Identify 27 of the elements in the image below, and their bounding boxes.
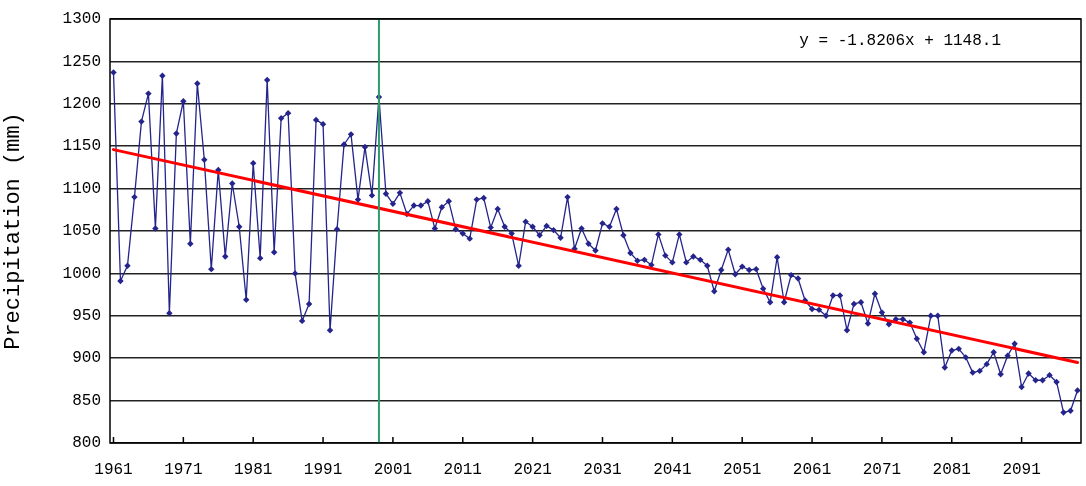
annotation: y = -1.8206x + 1148.1 xyxy=(799,32,1001,51)
x-tick-label: 2081 xyxy=(932,460,971,479)
x-tick-label: 2071 xyxy=(862,460,902,479)
y-tick-label: 900 xyxy=(72,349,101,368)
y-tick-label: 1100 xyxy=(62,179,101,198)
x-tick-label: 2031 xyxy=(583,460,622,479)
x-tick-label: 2021 xyxy=(513,460,552,479)
y-tick-label: 950 xyxy=(72,307,101,326)
y-tick-label: 1250 xyxy=(62,52,101,71)
x-tick-label: 1981 xyxy=(234,460,273,479)
x-tick-label: 1961 xyxy=(94,460,133,479)
x-tick-label: 2001 xyxy=(373,460,413,479)
y-tick-label: 800 xyxy=(72,434,101,453)
y-axis-title: Precipitation (mm) xyxy=(1,112,27,350)
x-tick-label: 1971 xyxy=(164,460,203,479)
y-tick-label: 1050 xyxy=(62,222,101,241)
x-tick-label: 1991 xyxy=(303,460,343,479)
y-tick-label: 1200 xyxy=(62,95,101,114)
y-tick-label: 1300 xyxy=(62,10,101,29)
x-tick-label: 2041 xyxy=(653,460,692,479)
y-tick-label: 850 xyxy=(72,391,101,410)
x-tick-label: 2091 xyxy=(1002,460,1041,479)
y-tick-label: 1000 xyxy=(62,264,101,283)
x-tick-label: 2011 xyxy=(443,460,482,479)
x-tick-label: 2061 xyxy=(792,460,832,479)
x-tick-label: 2051 xyxy=(722,460,762,479)
y-tick-label: 1150 xyxy=(62,137,101,156)
